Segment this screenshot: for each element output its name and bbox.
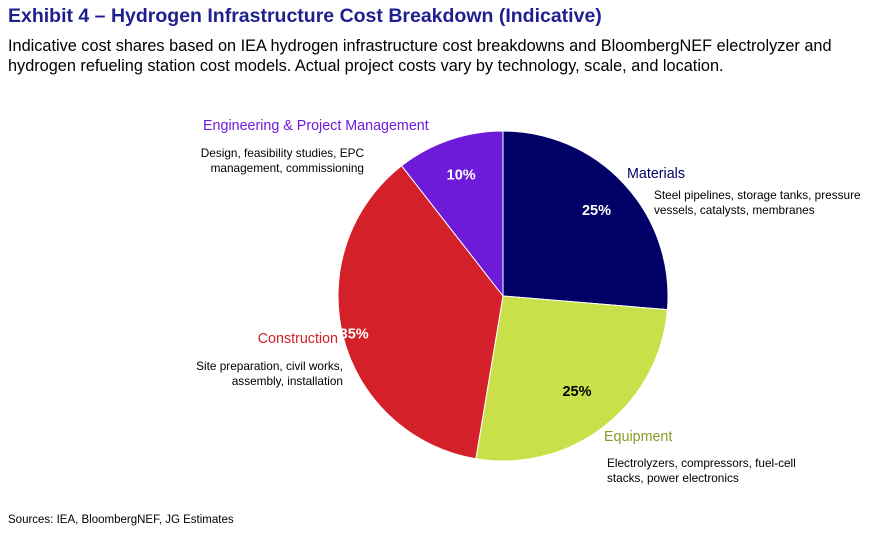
pie-slice-materials [502,130,669,311]
pie-slice-engineering-project-management [400,130,504,298]
legend-desc-construction: Site preparation, civil works, assembly,… [196,359,343,388]
pie-slice-construction [337,165,504,460]
legend-desc-engineering: Design, feasibility studies, EPC managem… [200,146,364,175]
chart-title: Exhibit 4 – Hydrogen Infrastructure Cost… [8,5,602,27]
pie-value-label: 25% [562,384,591,400]
legend-desc-materials: Steel pipelines, storage tanks, pressure… [654,188,861,217]
pie-value-label: 35% [340,327,369,343]
pie-slice-equipment [475,295,668,462]
legend-label-equipment: Equipment [604,429,673,445]
pie-value-label: 10% [447,167,476,183]
legend-desc-equipment: Electrolyzers, compressors, fuel-cell st… [607,456,796,485]
legend-label-engineering: Engineering & Project Management [203,118,429,134]
source-note: Sources: IEA, BloombergNEF, JG Estimates [8,514,234,526]
chart-subtitle: Indicative cost shares based on IEA hydr… [8,37,832,75]
pie-value-label: 25% [582,203,611,219]
legend-label-construction: Construction [257,331,338,347]
legend-label-materials: Materials [627,166,685,182]
